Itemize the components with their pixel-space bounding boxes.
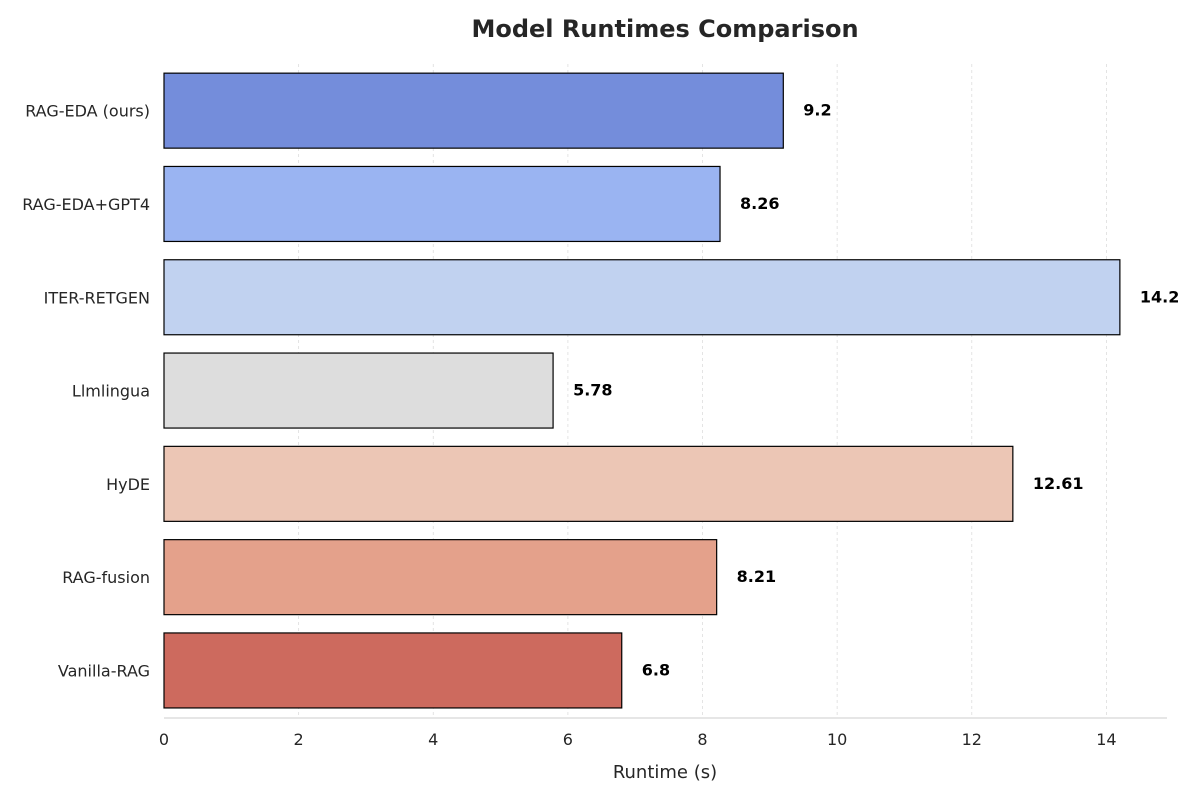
x-tick-label: 10 xyxy=(827,730,847,749)
category-label: RAG-EDA+GPT4 xyxy=(22,195,150,214)
category-label: ITER-RETGEN xyxy=(44,288,150,307)
x-tick-label: 14 xyxy=(1096,730,1116,749)
category-label: RAG-fusion xyxy=(62,568,150,587)
x-tick-label: 2 xyxy=(294,730,304,749)
value-labels: 9.2 8.26 14.2 5.78 12.61 8.21 6.8 xyxy=(573,101,1179,680)
x-tick-label: 12 xyxy=(962,730,982,749)
category-label: Vanilla-RAG xyxy=(58,661,150,680)
x-tick-label: 4 xyxy=(428,730,438,749)
bars-layer xyxy=(163,72,1121,709)
value-label: 8.26 xyxy=(740,194,779,213)
value-label: 8.21 xyxy=(737,567,776,586)
bar xyxy=(163,72,784,149)
value-label: 14.2 xyxy=(1140,287,1179,306)
category-label: RAG-EDA (ours) xyxy=(25,102,150,121)
value-label: 12.61 xyxy=(1033,474,1084,493)
bar xyxy=(163,539,718,616)
value-label: 6.8 xyxy=(642,660,670,679)
x-tick-label: 0 xyxy=(159,730,169,749)
bar xyxy=(163,165,721,243)
x-tick-label: 6 xyxy=(563,730,573,749)
value-label: 9.2 xyxy=(803,101,831,120)
category-labels: RAG-EDA (ours) RAG-EDA+GPT4 ITER-RETGEN Llm… xyxy=(22,102,150,681)
x-axis-label: Runtime (s) xyxy=(613,762,717,783)
bar xyxy=(163,259,1121,336)
value-label: 5.78 xyxy=(573,381,612,400)
category-label: Llmlingua xyxy=(72,382,150,401)
bar xyxy=(163,632,623,709)
bar xyxy=(163,352,554,429)
chart-title: Model Runtimes Comparison xyxy=(471,15,858,43)
bar xyxy=(163,445,1014,522)
x-tick-labels: 0 2 4 6 8 10 12 14 xyxy=(159,730,1117,749)
x-tick-label: 8 xyxy=(697,730,707,749)
category-label: HyDE xyxy=(106,475,150,494)
